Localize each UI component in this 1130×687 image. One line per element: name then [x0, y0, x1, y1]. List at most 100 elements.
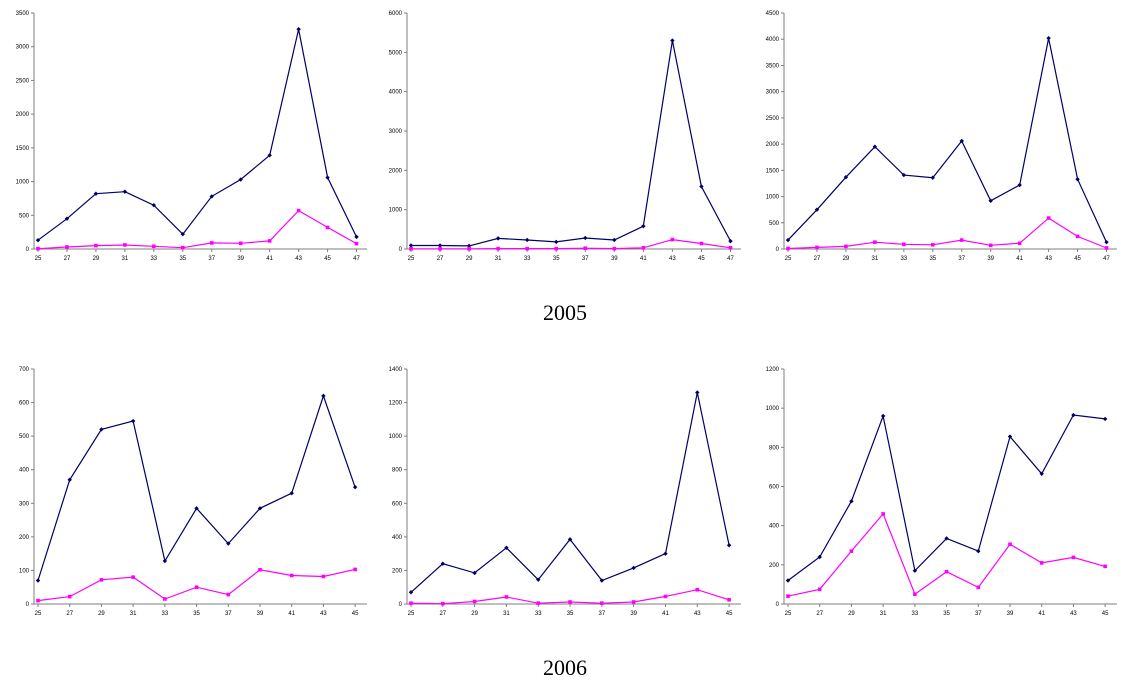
y-tick-label: 200 [769, 563, 780, 569]
series-1-point [1104, 239, 1109, 245]
series-1-line [787, 38, 1108, 243]
x-tick-label: 33 [524, 256, 531, 262]
x-tick-label: 31 [122, 256, 129, 262]
series-1-point [151, 202, 157, 208]
x-tick-label: 41 [266, 256, 273, 262]
x-tick-label: 47 [727, 256, 734, 262]
series-2-point [1046, 216, 1051, 220]
y-tick-label: 2500 [766, 116, 780, 122]
series-1-point [99, 427, 104, 432]
y-tick-label: 700 [19, 367, 30, 373]
series-2-point [631, 600, 636, 604]
series-2-point [536, 601, 541, 605]
series-2-point [1008, 542, 1012, 547]
x-tick-label: 43 [694, 611, 701, 617]
series-1-point [944, 536, 949, 541]
x-tick-label: 37 [582, 256, 589, 262]
series-2-point [881, 512, 885, 516]
series-1-point [567, 537, 573, 542]
series-1-point [296, 26, 301, 32]
series-2-point [817, 587, 822, 592]
series-1-point [130, 418, 136, 424]
x-tick-label: 43 [1045, 256, 1052, 262]
y-tick-label: 0 [26, 602, 30, 608]
series-2-point [131, 575, 135, 579]
y-tick-label: 500 [769, 221, 780, 227]
y-tick-label: 4000 [389, 90, 403, 96]
series-1-point [93, 191, 99, 196]
series-1-point [162, 558, 168, 564]
y-tick-label: 600 [769, 485, 780, 491]
series-2-point [786, 246, 790, 251]
x-tick-label: 31 [880, 611, 887, 617]
x-tick-label: 33 [900, 256, 907, 262]
series-1-point [226, 541, 231, 546]
y-tick-label: 1200 [389, 401, 403, 407]
series-1-point [988, 198, 993, 203]
series-1-point [267, 153, 272, 158]
x-tick-label: 43 [295, 256, 302, 262]
series-2-point [641, 246, 646, 250]
series-1-line [787, 413, 1106, 581]
y-tick-label: 6000 [389, 11, 403, 17]
series-1-point [495, 236, 501, 241]
series-1-point [257, 506, 263, 511]
y-tick-label: 1400 [389, 367, 403, 373]
series-1-point [536, 577, 541, 582]
y-tick-label: 400 [19, 468, 30, 474]
x-tick-label: 39 [1007, 611, 1014, 617]
series-2-point [849, 549, 854, 553]
series-1-point [122, 189, 128, 194]
x-tick-label: 39 [237, 256, 244, 262]
x-tick-label: 37 [225, 611, 232, 617]
series-2-line [787, 217, 1107, 250]
x-tick-label: 47 [353, 256, 360, 262]
series-2-point [226, 592, 231, 597]
y-tick-label: 4500 [766, 11, 780, 17]
series-1-point [976, 548, 981, 554]
series-2-point [728, 246, 733, 250]
x-tick-label: 37 [599, 611, 606, 617]
y-tick-label: 2000 [389, 168, 403, 174]
series-2-point [67, 594, 72, 599]
x-tick-label: 45 [726, 611, 733, 617]
series-2-point [441, 601, 445, 606]
series-2-point [409, 601, 413, 605]
x-tick-label: 25 [35, 256, 42, 262]
x-tick-label: 35 [929, 256, 936, 262]
series-2-point [238, 241, 243, 246]
series-1-line [37, 394, 356, 581]
series-1-point [583, 235, 588, 241]
series-2-point [438, 247, 442, 251]
y-tick-label: 2000 [766, 142, 780, 148]
x-tick-label: 27 [437, 256, 444, 262]
series-2-line [787, 512, 1106, 597]
y-tick-label: 5000 [389, 50, 403, 56]
series-2-point [409, 247, 413, 251]
y-tick-label: 3000 [389, 129, 403, 135]
y-tick-label: 4000 [766, 37, 780, 43]
x-tick-label: 45 [1074, 256, 1081, 262]
series-1-point [35, 238, 41, 243]
y-tick-label: 300 [19, 501, 30, 507]
series-2-point [65, 245, 69, 249]
series-2-point [258, 567, 262, 572]
series-2-point [289, 573, 294, 578]
series-2-point [99, 578, 104, 582]
y-tick-label: 2000 [16, 112, 30, 118]
series-2-point [353, 567, 357, 572]
series-2-point [844, 244, 848, 249]
series-1-point [785, 578, 791, 583]
series-1-point [785, 237, 791, 243]
y-tick-label: 1000 [16, 180, 30, 186]
series-1-point [728, 238, 733, 244]
y-tick-label: 0 [399, 247, 403, 253]
series-2-point [36, 246, 40, 251]
series-1-point [612, 237, 617, 243]
series-1-point [1046, 35, 1051, 41]
x-tick-label: 29 [848, 611, 855, 617]
series-2-point [699, 241, 704, 246]
x-tick-label: 39 [630, 611, 637, 617]
series-1-point [289, 491, 294, 496]
x-tick-label: 43 [669, 256, 676, 262]
